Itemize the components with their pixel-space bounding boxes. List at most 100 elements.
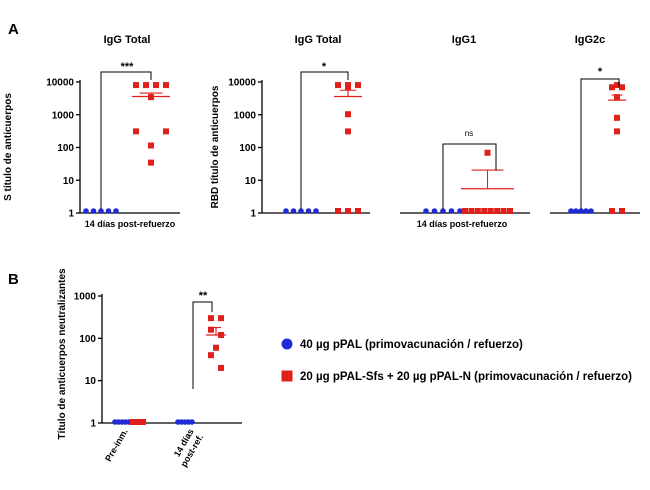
data-point-red-3 [163, 82, 169, 89]
data-point-blue-1 [90, 208, 97, 214]
data-point-red-4 [614, 114, 620, 121]
data-point-red-0 [133, 82, 139, 89]
panel-label-a: A [8, 21, 19, 38]
y-axis-label: RBD título de anticuerpos [210, 85, 221, 208]
legend-marker-circle [281, 338, 293, 350]
y-tick-label: 1 [90, 419, 96, 430]
data-point-red-b-1 [218, 315, 224, 322]
legend-label: 20 µg pPAL-Sfs + 20 µg pPAL-N (primovacu… [300, 371, 632, 383]
data-point-red-4 [481, 208, 488, 214]
x-category-label: Pre-inm. [103, 427, 130, 463]
data-point-blue-4 [457, 208, 463, 214]
y-tick-label: 10000 [46, 78, 74, 89]
significance-label: * [598, 66, 603, 78]
data-point-red-0 [484, 149, 491, 156]
chart-3: IgG1 14 días post-refuerzo ns [400, 34, 530, 229]
data-point-blue-3 [305, 208, 312, 214]
significance-label: ns [465, 129, 473, 138]
data-point-red-4 [345, 111, 351, 118]
data-point-red-b-6 [218, 364, 224, 371]
data-point-red-1 [462, 208, 468, 214]
y-axis-label: Título de anticuerpos neutralizantes [57, 268, 68, 440]
data-point-blue-4 [113, 208, 119, 214]
data-point-blue-0 [83, 208, 89, 214]
data-point-red-7 [500, 208, 507, 214]
data-point-blue-2 [298, 208, 304, 214]
y-tick-label: 10000 [228, 78, 256, 89]
data-point-red-6 [609, 208, 615, 214]
significance-label: ** [199, 290, 208, 302]
data-point-red-3 [474, 208, 481, 214]
chart-1: 1 10 100 1000 10000 IgG Total S título de anti… [3, 34, 180, 229]
legend-label: 40 µg pPAL (primovacunación / refuerzo) [300, 339, 523, 351]
data-point-red-b-cluster [130, 419, 146, 425]
chart-title: IgG2c [575, 34, 606, 46]
data-point-red-7 [148, 142, 154, 149]
legend: 40 µg pPAL (primovacunación / refuerzo) 2… [281, 338, 632, 383]
significance-bracket [100, 71, 152, 209]
data-point-red-1 [345, 82, 351, 89]
x-axis-caption: 14 días post-refuerzo [417, 219, 508, 229]
data-point-red-6 [335, 208, 341, 214]
data-point-red-5 [345, 128, 351, 135]
chart-4: IgG2c * [550, 34, 640, 214]
y-tick-label: 1000 [234, 110, 257, 121]
chart-2: 1 10 100 1000 10000 IgG Total RBD título de an… [210, 34, 370, 220]
data-point-blue-1 [573, 208, 579, 214]
data-point-red-7 [345, 208, 351, 214]
data-point-blue-2 [578, 208, 584, 214]
significance-label: *** [121, 61, 135, 73]
data-point-blue-2 [98, 208, 104, 214]
data-point-blue-3 [105, 208, 112, 214]
legend-item-2: 20 µg pPAL-Sfs + 20 µg pPAL-N (primovacu… [281, 370, 632, 383]
data-point-red-2 [468, 208, 475, 214]
significance-bracket [442, 143, 497, 209]
data-point-blue-4 [588, 208, 594, 214]
significance-bracket [300, 71, 349, 209]
y-tick-label: 100 [79, 334, 96, 345]
data-point-blue-3 [448, 208, 455, 214]
y-tick-label: 100 [57, 143, 74, 154]
data-point-red-6 [494, 208, 501, 214]
data-point-red-2 [153, 82, 159, 89]
data-point-red-0 [614, 82, 620, 89]
data-point-red-1 [143, 82, 149, 89]
data-point-red-8 [148, 159, 154, 166]
data-point-blue-4 [313, 208, 319, 214]
data-point-blue-0 [423, 208, 429, 214]
data-point-red-b-4 [213, 344, 219, 351]
plots-layer: 1 10 100 1000 10000 IgG Total S título de anti… [3, 34, 640, 469]
y-tick-label: 10 [245, 176, 257, 187]
data-point-red-b-5 [208, 352, 214, 359]
data-point-red-0 [335, 82, 341, 89]
y-tick-label: 1000 [74, 292, 97, 303]
chart-title: IgG1 [452, 34, 476, 46]
data-point-blue-2 [440, 208, 446, 214]
data-point-red-1 [609, 84, 615, 91]
data-point-blue-1 [431, 208, 438, 214]
chart-title: IgG Total [104, 34, 151, 46]
panel-label-b: B [8, 271, 19, 288]
x-category-label: 14 díaspost-ref. [169, 427, 205, 469]
x-axis-caption: 14 días post-refuerzo [85, 219, 176, 229]
data-point-blue-b-1-4 [189, 419, 195, 425]
y-tick-label: 10 [63, 176, 75, 187]
significance-label: * [322, 61, 327, 73]
y-tick-label: 1 [68, 209, 74, 220]
data-point-red-5 [133, 128, 139, 135]
y-tick-label: 1000 [52, 110, 75, 121]
significance-bracket [192, 301, 213, 389]
y-tick-label: 1 [250, 209, 256, 220]
data-point-red-5 [487, 208, 494, 214]
data-point-red-2 [355, 82, 361, 89]
data-point-blue-0 [283, 208, 289, 214]
data-point-red-6 [163, 128, 169, 135]
data-point-red-8 [507, 208, 513, 214]
data-point-red-2 [619, 84, 625, 91]
chart-5: 1 10 100 1000 Título de anticuerpos neutrali… [57, 268, 242, 469]
chart-title: IgG Total [295, 34, 342, 46]
y-axis-label: S título de anticuerpos [3, 93, 14, 201]
data-point-red-b-0 [208, 315, 214, 322]
significance-bracket [580, 78, 620, 209]
